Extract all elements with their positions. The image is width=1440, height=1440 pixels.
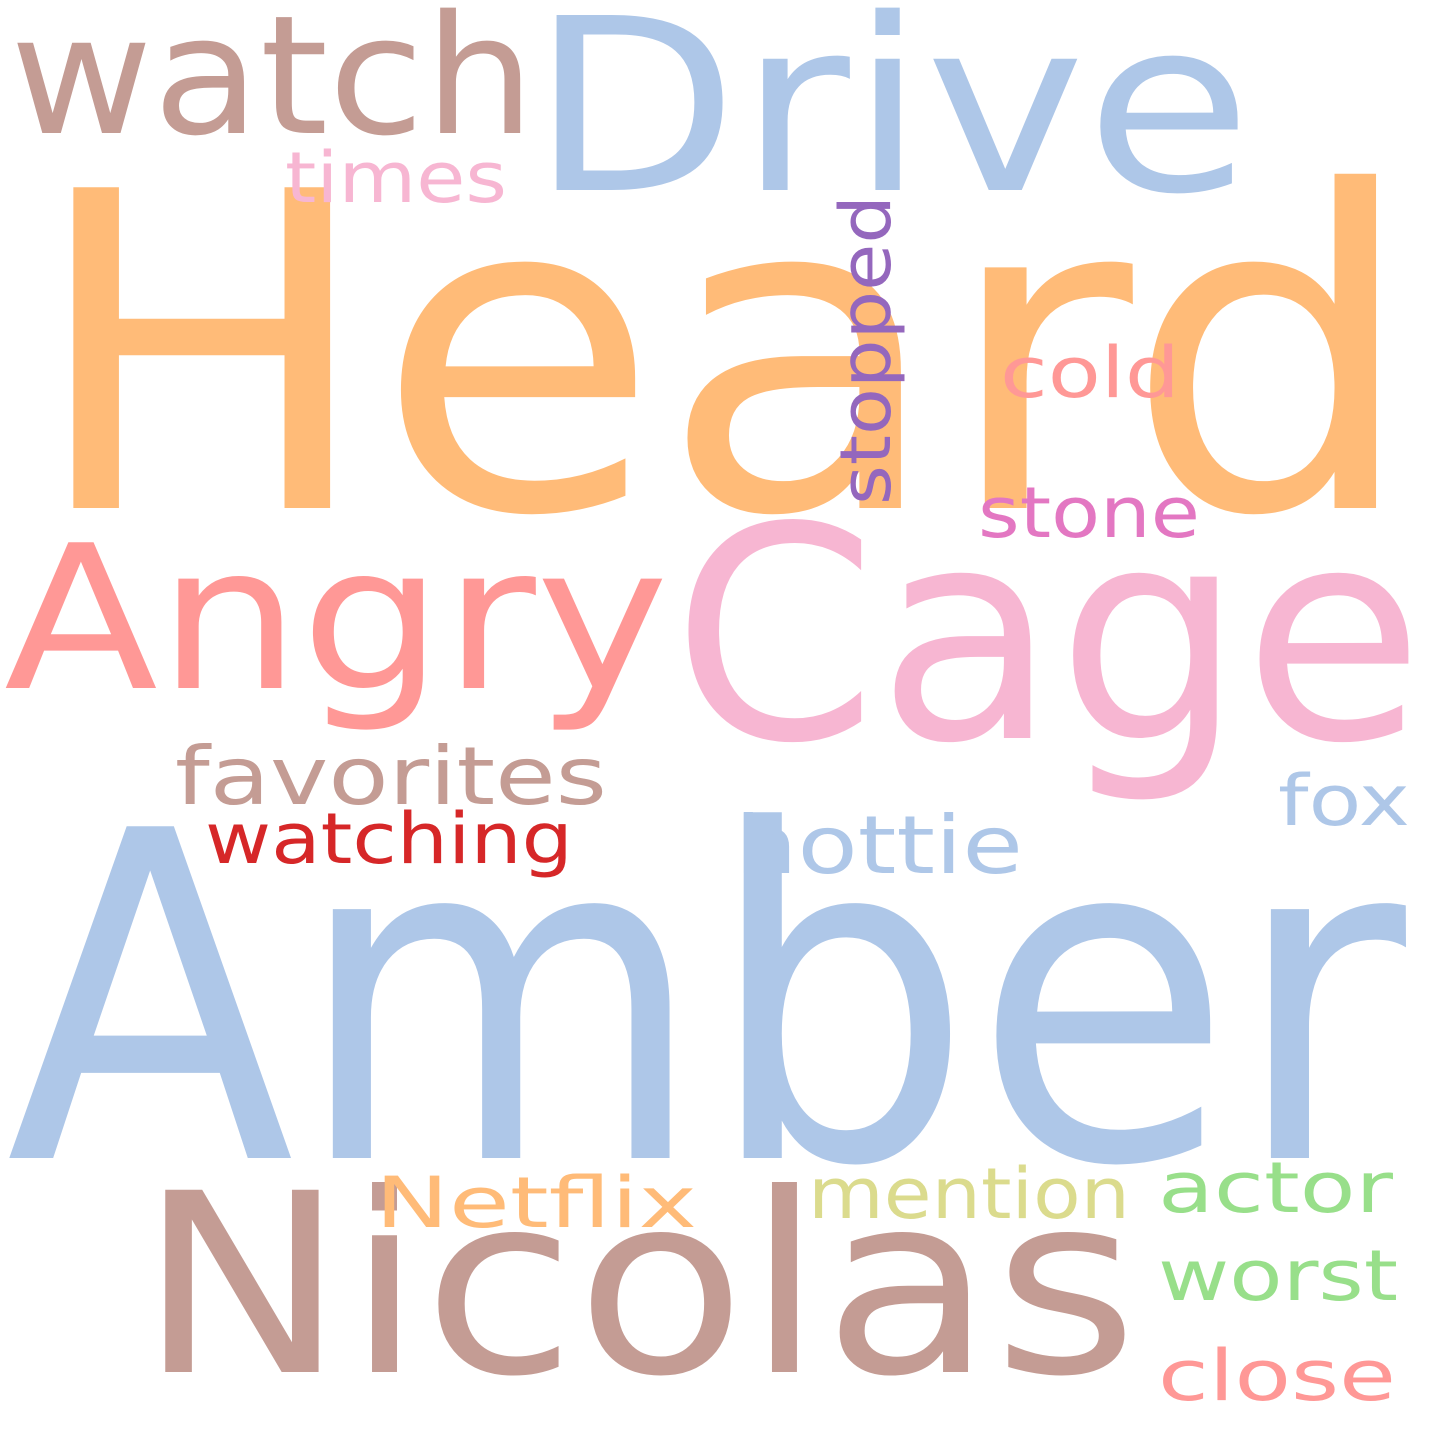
word-watching: watching <box>205 798 573 880</box>
word-favorites: favorites <box>175 730 607 823</box>
word-angry: Angry <box>4 503 669 736</box>
word-stone: stone <box>978 472 1200 554</box>
word-drive: Drive <box>530 0 1252 247</box>
word-actor: actor <box>1158 1147 1393 1229</box>
word-nicolas: Nicolas <box>138 1140 1138 1431</box>
word-netflix: Netflix <box>375 1162 697 1244</box>
word-fox: fox <box>1278 760 1410 842</box>
word-times: times <box>285 137 507 219</box>
word-stopped: stopped <box>825 195 907 505</box>
word-worst: worst <box>1158 1235 1398 1317</box>
word-amber: Amber <box>6 737 1411 1266</box>
word-watch: watch <box>10 0 535 172</box>
word-cold: cold <box>1000 332 1180 414</box>
word-close: close <box>1158 1335 1396 1417</box>
word-cage: Cage <box>672 464 1424 808</box>
word-mention: mention <box>808 1153 1130 1235</box>
word-heard: Heard <box>28 100 1418 612</box>
word-hottie: hottie <box>735 799 1023 892</box>
